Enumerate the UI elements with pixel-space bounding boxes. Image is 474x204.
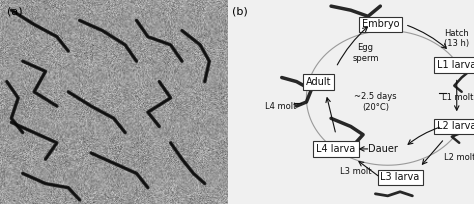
Text: Adult: Adult [306,76,331,87]
Text: Dauer: Dauer [368,144,398,154]
Text: L4 larva: L4 larva [316,144,356,154]
Text: Embryo: Embryo [362,19,399,30]
Text: ~2.5 days
(20°C): ~2.5 days (20°C) [354,92,397,112]
Text: (a): (a) [7,6,22,16]
Text: L2 molt: L2 molt [445,153,474,162]
Text: L1 molt: L1 molt [442,93,474,102]
Text: Hatch
(13 h): Hatch (13 h) [445,29,470,49]
Text: L1 larva: L1 larva [437,60,474,70]
Text: L4 molt: L4 molt [265,102,297,111]
Text: L3 molt: L3 molt [340,167,372,176]
Text: L3 larva: L3 larva [381,172,419,183]
Text: (b): (b) [232,6,248,16]
Text: L2 larva: L2 larva [437,121,474,132]
Text: Egg
sperm: Egg sperm [352,43,379,63]
